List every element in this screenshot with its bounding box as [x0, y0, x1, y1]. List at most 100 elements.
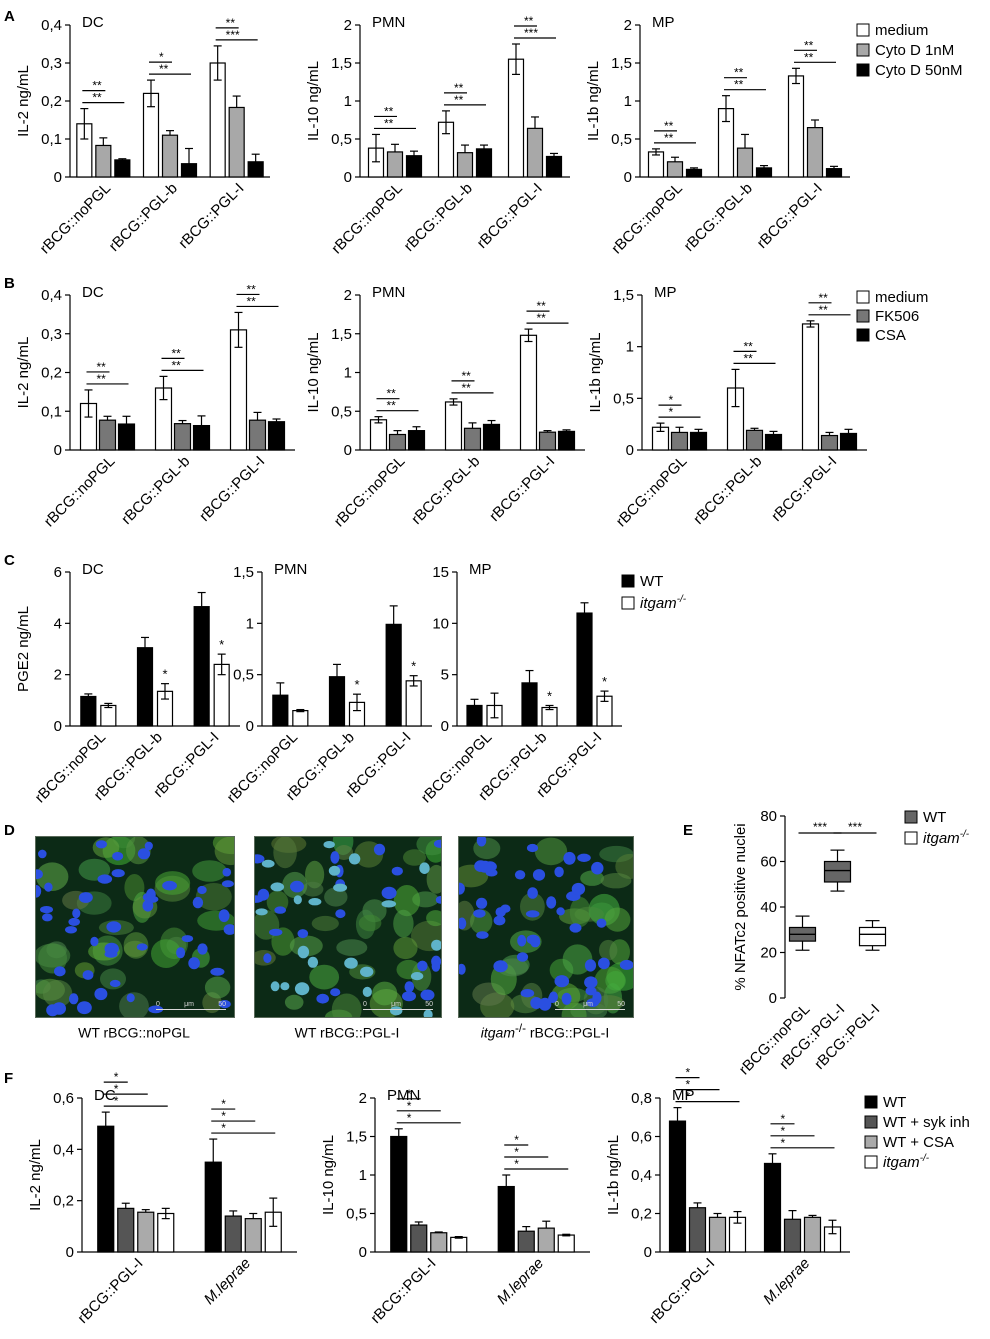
legend-label: Cyto D 1nM	[875, 42, 954, 59]
significance-mark: ***	[226, 28, 240, 42]
significance-mark: *	[114, 1070, 119, 1084]
cell-nucleus	[459, 963, 466, 975]
bar-itgam-	[557, 1234, 575, 1253]
bar-csa	[839, 432, 858, 451]
cell-body	[605, 971, 626, 991]
bar-cyto-d-1nm	[806, 126, 824, 178]
bar-csa	[192, 424, 211, 451]
y-tick-label: 2	[344, 287, 352, 304]
significance-mark: *	[407, 1099, 412, 1113]
cell-nucleus	[136, 943, 148, 951]
significance-mark: **	[804, 38, 814, 52]
cell-nucleus	[54, 966, 66, 977]
cell-nucleus	[586, 998, 599, 1007]
bar-medium	[444, 401, 463, 451]
cell-nucleus	[333, 883, 348, 892]
micrograph-cells-2	[255, 837, 441, 1017]
bar-csa	[117, 423, 136, 451]
cell-body	[562, 944, 593, 975]
scale-bar-label: 0 μm 50	[555, 1001, 625, 1008]
bar-cyto-d-50nm	[685, 168, 703, 178]
cell-body	[273, 837, 297, 869]
bar-csa	[689, 431, 708, 451]
significance-mark: *	[221, 1109, 226, 1123]
cell-nucleus	[68, 917, 80, 926]
cell-body	[426, 864, 441, 894]
x-tick-label: rBCG::PGL-I	[367, 1255, 439, 1327]
cell-nucleus	[270, 981, 280, 992]
cell-nucleus	[148, 1005, 164, 1014]
cell-nucleus	[104, 950, 118, 958]
y-tick-label: 20	[760, 945, 777, 962]
cell-nucleus	[137, 848, 151, 860]
bar-wt	[466, 704, 483, 727]
micrograph-cells-3	[459, 837, 633, 1017]
cell-body	[309, 964, 340, 990]
significance-mark: **	[387, 387, 397, 401]
y-axis-label: IL-1b ng/mL	[605, 1135, 622, 1215]
box	[858, 926, 887, 947]
y-axis-label: IL-10 ng/mL	[305, 61, 322, 141]
y-tick-label: 1,5	[233, 564, 254, 581]
bar-fk506	[173, 423, 192, 451]
cell-body	[416, 837, 441, 856]
cell-body	[334, 845, 354, 860]
significance-mark: **	[247, 294, 257, 308]
legend-swatch	[621, 596, 635, 610]
bar-wt	[390, 1135, 408, 1253]
bar-wt	[668, 1120, 687, 1253]
cell-nucleus	[584, 976, 598, 989]
cell-nucleus	[290, 880, 304, 893]
cell-nucleus	[36, 885, 42, 898]
cell-body	[358, 914, 382, 932]
cell-nucleus	[561, 992, 572, 1005]
bar-cyto-d-50nm	[755, 167, 773, 178]
y-tick-label: 0,5	[331, 403, 352, 420]
micrograph-cells-1	[36, 837, 234, 1017]
cell-nucleus	[261, 859, 275, 868]
y-tick-label: 0,5	[346, 1206, 367, 1223]
bar-wt	[193, 606, 210, 727]
cell-nucleus	[381, 900, 397, 908]
bar-wt	[272, 694, 289, 727]
legend-swatch	[864, 1155, 878, 1169]
legend-label: itgam-/-	[640, 594, 687, 612]
y-tick-label: 4	[54, 615, 62, 632]
cell-nucleus	[514, 870, 526, 880]
y-tick-label: 1	[626, 339, 634, 356]
x-tick-label: rBCG::PGL-b	[401, 180, 476, 255]
scale-bar-label: 0 μm 50	[156, 1001, 226, 1008]
x-tick-label: rBCG::PGL-b	[118, 453, 193, 528]
bar-medium	[787, 75, 805, 178]
significance-mark: **	[664, 131, 674, 145]
y-tick-label: 1	[344, 93, 352, 110]
chart-title: MP	[672, 1087, 695, 1104]
significance-mark: **	[804, 50, 814, 64]
cell-nucleus	[554, 975, 570, 988]
bar-wt-syk-inh	[688, 1207, 707, 1253]
y-tick-label: 1,5	[611, 55, 632, 72]
x-tick-label: rBCG::noPGL	[608, 180, 685, 257]
cell-nucleus	[188, 957, 200, 970]
significance-mark: ***	[848, 820, 862, 834]
chart-title: PMN	[274, 561, 307, 578]
cell-nucleus	[556, 907, 565, 916]
bar-fk506	[248, 419, 267, 451]
chart-title: MP	[469, 561, 492, 578]
x-tick-label: M.leprae	[494, 1255, 547, 1308]
cell-body	[336, 939, 368, 956]
significance-mark: **	[819, 291, 829, 305]
cell-nucleus	[476, 837, 487, 847]
legend-b: medium FK506 CSA	[856, 289, 928, 344]
panel-label-f: F	[4, 1070, 14, 1087]
y-tick-label: 0,6	[53, 1090, 74, 1107]
cell-nucleus	[82, 970, 94, 980]
significance-mark: *	[602, 674, 607, 689]
significance-mark: *	[407, 1111, 412, 1125]
